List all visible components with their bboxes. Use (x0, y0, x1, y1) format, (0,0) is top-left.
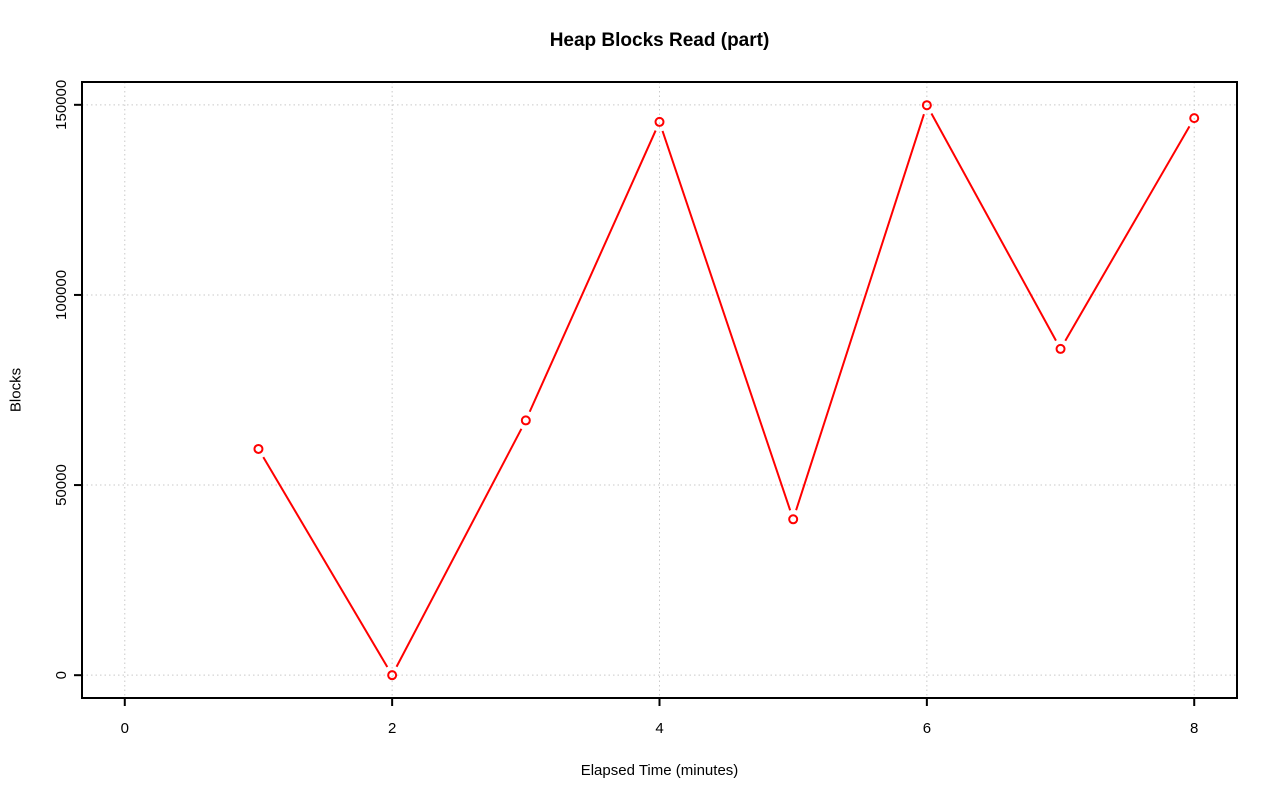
x-tick-label: 4 (655, 720, 663, 737)
data-point-marker (921, 100, 932, 111)
data-point-marker (387, 670, 398, 681)
data-point-marker (253, 443, 264, 454)
y-tick-label: 50000 (53, 464, 70, 506)
series-line-segment (395, 428, 523, 668)
y-tick-label: 100000 (53, 270, 70, 320)
series-line-segment (262, 456, 389, 668)
series-line-segment (528, 130, 657, 413)
y-tick-label: 0 (53, 671, 70, 679)
chart-title: Heap Blocks Read (part) (549, 30, 770, 51)
series-line-segment (661, 130, 792, 511)
data-point-marker (654, 116, 665, 127)
plot-box (81, 81, 1238, 699)
data-point-marker (788, 514, 799, 525)
series-line-segment (795, 113, 925, 511)
x-tick-label: 2 (388, 720, 396, 737)
data-point-marker (1055, 343, 1066, 354)
x-tick-label: 8 (1190, 720, 1198, 737)
x-axis-label: Elapsed Time (minutes) (580, 762, 739, 779)
data-point-marker (1189, 113, 1200, 124)
series-line-segment (930, 113, 1057, 342)
data-point-marker (520, 415, 531, 426)
series-line-segment (1064, 125, 1191, 342)
x-tick-label: 6 (923, 720, 931, 737)
y-tick-label: 150000 (53, 80, 70, 130)
x-tick-label: 0 (121, 720, 129, 737)
